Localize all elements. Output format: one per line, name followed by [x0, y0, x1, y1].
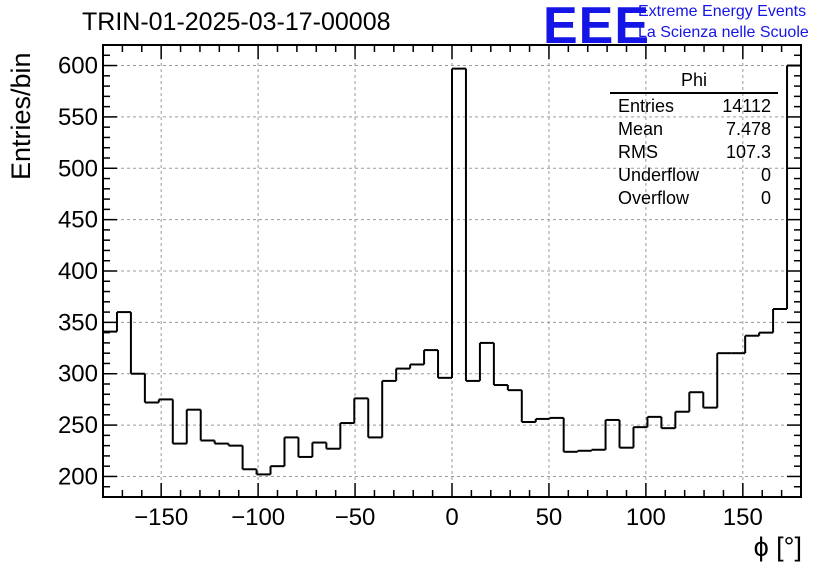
- x-tick-label: 50: [536, 504, 563, 531]
- y-tick-label: 350: [58, 309, 98, 336]
- stats-box: Phi Entries 14112 Mean 7.478 RMS 107.3 U…: [610, 70, 778, 210]
- stats-label: RMS: [618, 142, 658, 162]
- y-tick-label: 300: [58, 361, 98, 388]
- chart-title: TRIN-01-2025-03-17-00008: [82, 8, 391, 36]
- stats-row-overflow: Overflow 0: [610, 187, 778, 210]
- x-tick-label: −150: [134, 504, 188, 531]
- stats-row-mean: Mean 7.478: [610, 118, 778, 141]
- stats-label: Mean: [618, 119, 664, 139]
- x-axis-label: ϕ [°]: [753, 532, 802, 562]
- y-axis-label: Entries/bin: [6, 52, 36, 180]
- stats-label: Entries: [618, 96, 675, 116]
- y-tick-label: 200: [58, 463, 98, 490]
- x-tick-label: −50: [335, 504, 376, 531]
- stats-row-entries: Entries 14112: [610, 95, 778, 118]
- stats-value: 0: [760, 165, 771, 185]
- stats-label: Overflow: [618, 188, 690, 208]
- y-tick-label: 600: [58, 53, 98, 80]
- stats-value: 107.3: [725, 142, 771, 162]
- stats-row-underflow: Underflow 0: [610, 164, 778, 187]
- x-tick-label: 0: [445, 504, 458, 531]
- x-tick-label: 100: [626, 504, 666, 531]
- stats-row-rms: RMS 107.3: [610, 141, 778, 164]
- x-tick-label: 150: [723, 504, 763, 531]
- y-tick-label: 550: [58, 104, 98, 131]
- stats-label: Underflow: [618, 165, 700, 185]
- logo-subtitle-1: Extreme Energy Events: [638, 3, 807, 20]
- stats-value: 0: [760, 188, 771, 208]
- stats-value: 14112: [722, 96, 771, 116]
- stats-value: 7.478: [725, 119, 771, 139]
- y-tick-label: 450: [58, 207, 98, 234]
- stats-title: Phi: [610, 70, 778, 94]
- y-tick-label: 250: [58, 412, 98, 439]
- eee-logo: EEE: [543, 0, 651, 55]
- logo-subtitle-2: La Scienza nelle Scuole: [638, 24, 809, 41]
- y-tick-label: 500: [58, 155, 98, 182]
- y-tick-label: 400: [58, 258, 98, 285]
- x-tick-label: −100: [231, 504, 285, 531]
